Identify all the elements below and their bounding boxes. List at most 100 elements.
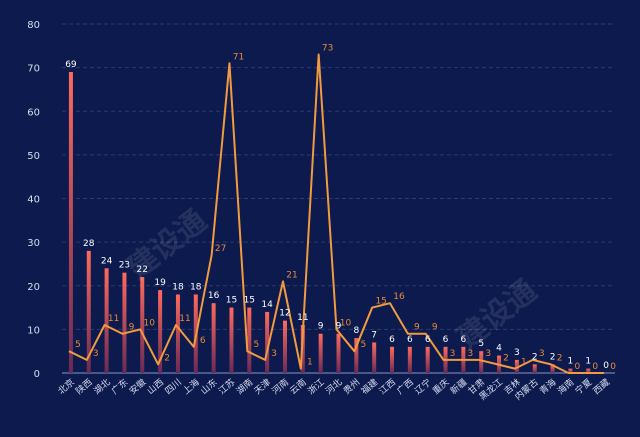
bar-value-label: 4 — [496, 344, 502, 354]
x-axis-ticks: 北京陕西湖北广东安徽山西四川上海山东江苏湖南天津河南云南浙江河北贵州福建江西广西… — [55, 376, 612, 403]
bar — [68, 71, 73, 374]
bar — [140, 277, 145, 373]
bar-value-label: 0 — [603, 361, 609, 371]
x-tick-label: 陕西 — [73, 376, 95, 397]
x-tick-label: 湖北 — [92, 377, 113, 397]
bar-value-label: 6 — [443, 335, 449, 345]
bar-value-label: 6 — [425, 335, 431, 345]
line-value-label: 3 — [271, 349, 277, 359]
x-tick-label: 宁夏 — [573, 376, 595, 397]
x-tick-label: 天津 — [252, 377, 273, 397]
bar — [586, 368, 591, 373]
line-value-label: 3 — [468, 349, 474, 359]
bar-value-label: 2 — [532, 352, 538, 362]
line-value-label: 21 — [286, 270, 297, 280]
line-series — [68, 53, 605, 374]
line-path — [68, 53, 605, 374]
bar — [372, 342, 377, 373]
line-value-label: 0 — [575, 362, 581, 372]
line-value-label: 10 — [144, 318, 156, 328]
bar-value-label: 69 — [65, 60, 77, 70]
bar — [247, 307, 252, 373]
line-value-label: 3 — [539, 349, 545, 359]
line-value-label: 1 — [521, 358, 527, 368]
line-value-label: 9 — [432, 323, 438, 333]
y-tick-label: 60 — [27, 107, 40, 118]
line-value-label: 5 — [75, 340, 81, 350]
x-tick-label: 河北 — [323, 376, 345, 397]
x-tick-label: 广东 — [109, 376, 131, 397]
bar-value-label: 15 — [244, 296, 255, 306]
line-value-label: 16 — [393, 292, 405, 302]
bar — [211, 303, 216, 373]
bar-value-label: 1 — [568, 357, 574, 367]
line-value-label: 9 — [414, 323, 420, 333]
bar-value-label: 14 — [261, 300, 273, 310]
line-value-label: 11 — [108, 314, 119, 324]
x-tick-label: 辽宁 — [412, 376, 434, 397]
bar-value-label: 23 — [119, 261, 130, 271]
bar-value-label: 6 — [407, 335, 413, 345]
x-tick-label: 江苏 — [216, 376, 238, 397]
line-value-label: 2 — [164, 353, 170, 363]
y-tick-label: 50 — [27, 151, 40, 162]
x-tick-label: 上海 — [180, 376, 202, 397]
bar — [550, 364, 555, 373]
bar-value-label: 22 — [137, 265, 148, 275]
bar-value-label: 5 — [478, 339, 484, 349]
x-tick-label: 广西 — [394, 376, 416, 397]
bar-value-label: 8 — [353, 326, 359, 336]
x-tick-label: 四川 — [164, 378, 184, 397]
bar-value-label: 9 — [336, 322, 342, 332]
line-value-label: 2 — [503, 353, 509, 363]
y-tick-label: 30 — [27, 238, 40, 249]
bar — [514, 359, 519, 373]
grid-layer — [62, 23, 615, 374]
bar-value-label: 6 — [389, 335, 395, 345]
bar-value-label: 3 — [514, 348, 520, 358]
line-value-label: 3 — [93, 349, 99, 359]
y-tick-label: 40 — [27, 195, 40, 206]
y-axis-ticks: 0 10 20 30 40 50 60 70 80 — [27, 20, 40, 380]
bar-value-label: 28 — [83, 239, 95, 249]
line-value-label: 0 — [610, 362, 616, 372]
bar-value-label: 2 — [550, 352, 556, 362]
bar — [229, 307, 234, 373]
bar-value-label: 24 — [101, 256, 113, 266]
line-value-label: 3 — [450, 349, 456, 359]
bar — [425, 346, 430, 373]
bar-value-label: 1 — [585, 357, 591, 367]
bar — [158, 290, 163, 373]
line-value-label: 3 — [485, 349, 491, 359]
bar-value-label: 18 — [172, 282, 184, 292]
y-tick-label: 80 — [27, 20, 40, 31]
bar — [354, 338, 359, 373]
line-value-label: 0 — [592, 362, 598, 372]
x-tick-label: 贵州 — [341, 376, 363, 397]
bar-value-label: 11 — [297, 313, 308, 323]
bar — [282, 320, 287, 373]
line-value-label: 11 — [179, 314, 190, 324]
bar — [86, 250, 91, 373]
bar — [104, 268, 109, 373]
x-tick-label: 湖南 — [234, 376, 256, 397]
x-tick-label: 新疆 — [448, 376, 470, 397]
x-tick-label: 青海 — [537, 376, 559, 397]
y-tick-label: 0 — [34, 369, 40, 380]
x-tick-label: 河南 — [269, 376, 291, 397]
line-value-label: 27 — [215, 244, 226, 254]
x-tick-label: 浙江 — [305, 376, 327, 397]
line-value-label: 73 — [322, 44, 333, 54]
bar — [479, 351, 484, 373]
line-value-label: 10 — [340, 318, 352, 328]
x-tick-label: 山西 — [145, 377, 166, 397]
line-value-label: 1 — [307, 358, 313, 368]
bar-value-label: 15 — [226, 296, 237, 306]
x-tick-label: 江西 — [377, 377, 398, 397]
x-tick-label: 福建 — [359, 376, 381, 397]
bar — [122, 272, 127, 373]
line-value-label: 6 — [200, 336, 206, 346]
line-value-label: 5 — [360, 340, 366, 350]
line-value-label: 2 — [557, 353, 563, 363]
